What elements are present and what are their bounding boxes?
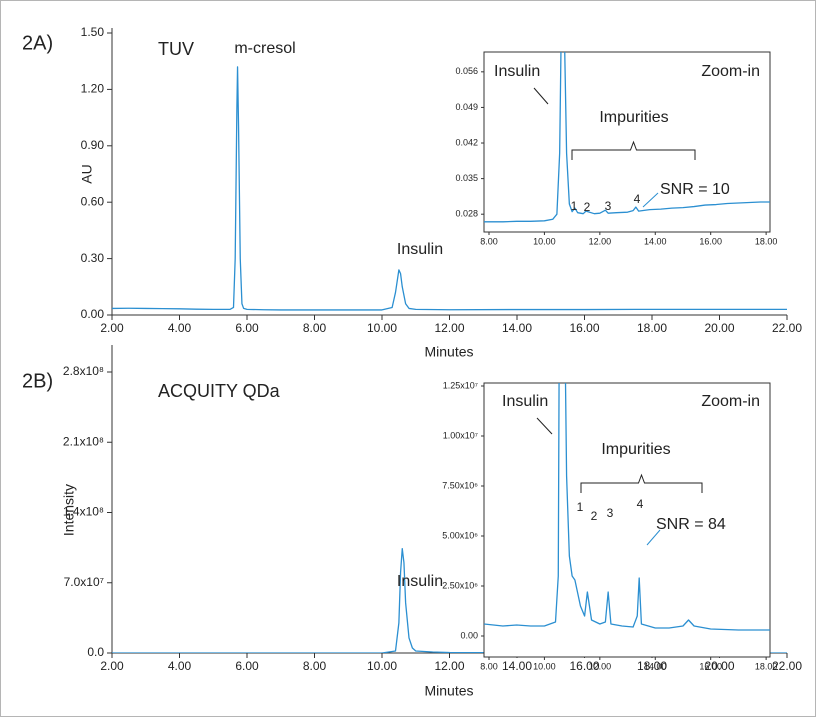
inset-frame bbox=[483, 382, 771, 658]
x-tick-label: 8.00 bbox=[480, 661, 498, 671]
annotation: SNR = 10 bbox=[660, 181, 730, 198]
x-tick-label: 8.00 bbox=[480, 236, 498, 246]
y-axis-label: AU bbox=[79, 164, 95, 183]
y-tick-label: 7.0x10⁷ bbox=[64, 575, 104, 589]
leader-line bbox=[646, 529, 661, 546]
panel-label: 2A) bbox=[22, 32, 53, 54]
x-tick-label: 20.00 bbox=[704, 321, 734, 335]
x-tick-label: 6.00 bbox=[235, 659, 259, 673]
annotation: 1 bbox=[577, 500, 584, 514]
annotation: SNR = 84 bbox=[656, 516, 726, 533]
leader-line bbox=[536, 417, 553, 435]
x-tick-label: 18.00 bbox=[637, 321, 667, 335]
y-tick-label: 2.1x10⁸ bbox=[63, 434, 104, 448]
y-tick-label: 1.4x10⁸ bbox=[63, 505, 104, 519]
chromatogram-line bbox=[484, 383, 770, 631]
x-tick-label: 16.00 bbox=[569, 659, 599, 673]
y-tick-label: 1.25x10⁷ bbox=[443, 380, 478, 390]
x-tick-label: 20.00 bbox=[704, 659, 734, 673]
y-tick-label: 0.90 bbox=[81, 138, 105, 152]
chromatogram-line bbox=[484, 52, 770, 223]
x-tick-label: 18.00 bbox=[755, 236, 778, 246]
x-tick-label: 14.00 bbox=[502, 321, 532, 335]
x-tick-label: 12.00 bbox=[589, 236, 612, 246]
x-tick-label: 12.00 bbox=[434, 321, 464, 335]
y-tick-label: 0.0 bbox=[87, 645, 104, 659]
panel-label: 2B) bbox=[22, 370, 53, 392]
x-tick-label: 8.00 bbox=[303, 659, 327, 673]
annotation: Impurities bbox=[601, 441, 670, 458]
x-tick-label: 2.00 bbox=[100, 321, 124, 335]
y-tick-label: 0.028 bbox=[455, 209, 478, 219]
x-tick-label: 6.00 bbox=[235, 321, 259, 335]
annotation: 4 bbox=[637, 497, 644, 511]
annotation: Insulin bbox=[494, 63, 540, 80]
x-tick-label: 14.00 bbox=[644, 661, 667, 671]
x-axis-label: Minutes bbox=[424, 683, 473, 699]
plot-area bbox=[484, 383, 770, 631]
annotation: Insulin bbox=[502, 393, 548, 410]
y-tick-label: 0.60 bbox=[81, 194, 105, 208]
plot-area bbox=[112, 66, 787, 311]
annotation: 2 bbox=[591, 509, 598, 523]
annotation: 4 bbox=[634, 192, 641, 206]
y-tick-label: 0.00 bbox=[460, 630, 478, 640]
y-axis-label: Intensity bbox=[61, 484, 77, 536]
x-tick-label: 4.00 bbox=[168, 321, 192, 335]
annotation: Insulin bbox=[397, 241, 443, 258]
chromatogram-line bbox=[112, 66, 787, 311]
x-tick-label: 4.00 bbox=[168, 659, 192, 673]
chart-title: TUV bbox=[158, 39, 194, 59]
annotation: 3 bbox=[607, 506, 614, 520]
y-tick-label: 1.20 bbox=[81, 82, 105, 96]
impurities-brace bbox=[571, 140, 696, 160]
impurities-brace bbox=[580, 473, 703, 493]
annotation: Impurities bbox=[599, 109, 668, 126]
annotation: m-cresol bbox=[234, 40, 295, 57]
x-tick-label: 16.00 bbox=[699, 661, 722, 671]
y-tick-label: 1.00x10⁷ bbox=[443, 430, 478, 440]
annotation: 2 bbox=[584, 200, 591, 214]
x-tick-label: 14.00 bbox=[502, 659, 532, 673]
chart-title: Zoom-in bbox=[701, 63, 760, 80]
y-tick-label: 0.049 bbox=[455, 102, 478, 112]
y-tick-label: 0.035 bbox=[455, 173, 478, 183]
x-tick-label: 8.00 bbox=[303, 321, 327, 335]
chart-title: Zoom-in bbox=[701, 393, 760, 410]
y-tick-label: 2.50x10⁶ bbox=[442, 580, 478, 590]
x-tick-label: 10.00 bbox=[533, 661, 556, 671]
annotation: Insulin bbox=[397, 573, 443, 590]
x-tick-label: 18.00 bbox=[755, 661, 778, 671]
x-tick-label: 12.00 bbox=[589, 661, 612, 671]
x-tick-label: 10.00 bbox=[367, 321, 397, 335]
chart-title: ACQUITY QDa bbox=[158, 381, 281, 401]
x-tick-label: 16.00 bbox=[569, 321, 599, 335]
y-tick-label: 0.30 bbox=[81, 251, 105, 265]
y-tick-label: 2.8x10⁸ bbox=[63, 364, 104, 378]
x-tick-label: 14.00 bbox=[644, 236, 667, 246]
plot-area bbox=[484, 52, 770, 223]
y-tick-label: 7.50x10⁶ bbox=[442, 480, 478, 490]
annotation: 1 bbox=[571, 199, 578, 213]
x-tick-label: 10.00 bbox=[367, 659, 397, 673]
annotation: 3 bbox=[605, 199, 612, 213]
y-tick-label: 0.00 bbox=[81, 307, 105, 321]
x-tick-label: 18.00 bbox=[637, 659, 667, 673]
x-axis-label: Minutes bbox=[424, 344, 473, 360]
x-tick-label: 22.00 bbox=[772, 659, 802, 673]
leader-line bbox=[533, 87, 549, 105]
x-tick-label: 2.00 bbox=[100, 659, 124, 673]
y-tick-label: 0.056 bbox=[455, 66, 478, 76]
leader-line bbox=[642, 192, 659, 208]
inset-frame bbox=[483, 51, 771, 233]
x-tick-label: 22.00 bbox=[772, 321, 802, 335]
y-tick-label: 0.042 bbox=[455, 137, 478, 147]
y-tick-label: 5.00x10⁶ bbox=[442, 530, 478, 540]
x-tick-label: 10.00 bbox=[533, 236, 556, 246]
y-tick-label: 1.50 bbox=[81, 25, 105, 39]
x-tick-label: 12.00 bbox=[434, 659, 464, 673]
x-tick-label: 16.00 bbox=[699, 236, 722, 246]
